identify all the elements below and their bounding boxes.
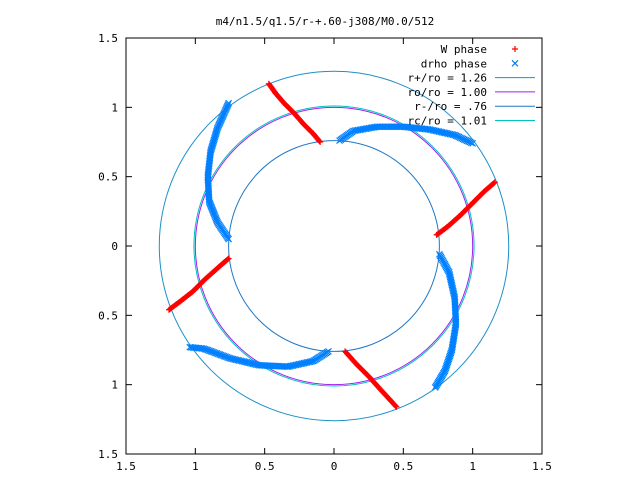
- legend-swatch: [511, 59, 519, 67]
- radius-circle-2: [194, 106, 474, 386]
- x-tick-label: 0: [331, 460, 338, 473]
- w-phase-point: [392, 402, 399, 409]
- legend-swatch: [512, 46, 518, 52]
- y-tick-label: 1.5: [98, 448, 118, 461]
- drho-phase-point: [431, 384, 439, 391]
- w-phase-point: [167, 305, 174, 312]
- w-phase-point: [165, 306, 172, 313]
- w-phase-point: [490, 180, 497, 187]
- drho-phase-point: [187, 343, 195, 351]
- x-tick-label: 0.5: [255, 460, 275, 473]
- legend-label: W phase: [441, 43, 487, 56]
- x-tick-label: 1.5: [532, 460, 552, 473]
- w-phase-point: [491, 179, 498, 186]
- legend-label: drho phase: [421, 57, 487, 70]
- legend-label: ro/ro = 1.00: [408, 86, 487, 99]
- drho-phase-point: [469, 139, 477, 147]
- radius-circle-4: [193, 105, 475, 387]
- radius-circle-3: [228, 140, 440, 352]
- ticks-layer: 1.5 1 0.5 0 0.5 1 1.51.510.500.511.5: [98, 32, 552, 473]
- y-tick-label: 0.5: [98, 171, 118, 184]
- legend-label: r-/ro = .76: [414, 100, 487, 113]
- radius-circle-1: [158, 70, 510, 422]
- y-tick-label: 1: [111, 379, 118, 392]
- legend-label: r+/ro = 1.26: [408, 72, 487, 85]
- x-tick-label: 0.5: [393, 460, 413, 473]
- x-tick-label: 1.5: [116, 460, 136, 473]
- y-tick-label: 1.5: [98, 32, 118, 45]
- drho-phase-point: [186, 343, 194, 351]
- drho-phase-point: [225, 99, 233, 107]
- legend-label: rc/ro = 1.01: [408, 115, 487, 128]
- chart-title: m4/n1.5/q1.5/r-+.60-j308/M0.0/512: [216, 15, 435, 28]
- w-phase-point: [393, 403, 400, 410]
- series-layer: [158, 70, 510, 422]
- x-tick-label: 1: [469, 460, 476, 473]
- y-tick-label: 1: [111, 101, 118, 114]
- x-tick-label: 1: [192, 460, 199, 473]
- y-tick-label: 0: [111, 240, 118, 253]
- w-phase-point: [316, 137, 323, 144]
- w-phase-point: [317, 139, 324, 145]
- y-tick-label: 0.5: [98, 309, 118, 322]
